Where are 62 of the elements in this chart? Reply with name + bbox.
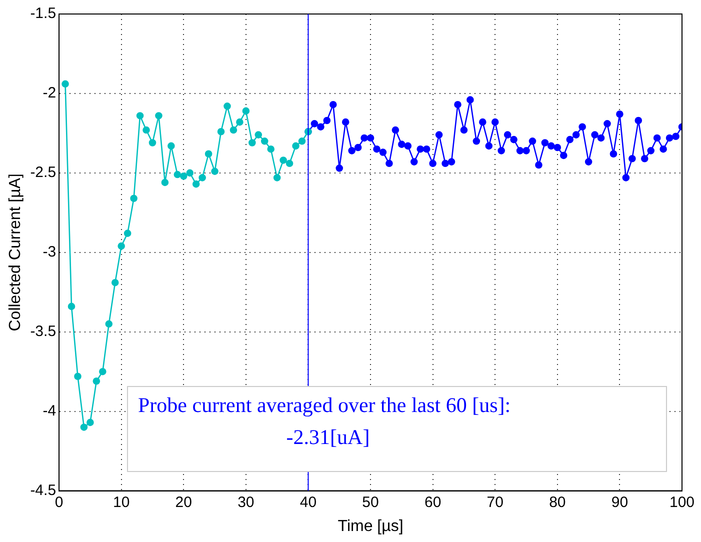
- x-tick-label: 30: [238, 494, 254, 511]
- point: [217, 128, 225, 136]
- x-tick-label: 70: [486, 494, 504, 511]
- x-tick-label: 100: [669, 494, 695, 511]
- x-tick-label: 50: [362, 494, 379, 511]
- y-tick-label: -4.5: [30, 482, 56, 499]
- point: [174, 170, 182, 178]
- x-tick-label: 40: [300, 494, 317, 511]
- point: [92, 377, 100, 385]
- point: [80, 424, 88, 431]
- point: [130, 194, 138, 202]
- point: [273, 174, 281, 182]
- x-axis-title: Time [µs]: [338, 518, 404, 535]
- point: [198, 174, 206, 182]
- y-tick-label: -2.5: [30, 164, 56, 182]
- y-tick-label: -3: [42, 244, 56, 261]
- point: [242, 107, 250, 115]
- text-box: Probe current averaged over the last 60 [us]: -2.31[uA]: [127, 386, 667, 472]
- point: [192, 180, 200, 188]
- point: [254, 131, 262, 138]
- x-tick-label: 90: [611, 494, 628, 511]
- point: [68, 302, 76, 310]
- y-tick-label: -3.5: [30, 323, 56, 340]
- point: [204, 150, 212, 158]
- point: [99, 368, 106, 376]
- point: [186, 169, 194, 177]
- point: [155, 112, 162, 120]
- point: [74, 372, 82, 380]
- point: [298, 137, 306, 145]
- point: [236, 118, 244, 126]
- x-tick-label: 60: [424, 494, 442, 511]
- point: [118, 242, 125, 250]
- point: [230, 126, 238, 134]
- point: [168, 142, 175, 150]
- point: [161, 178, 169, 186]
- point: [280, 156, 287, 164]
- y-tick-label: -1.5: [30, 5, 56, 22]
- point: [286, 160, 294, 168]
- point: [111, 278, 119, 286]
- point: [136, 112, 144, 120]
- y-tick-label: -4: [42, 402, 56, 420]
- point: [180, 172, 188, 180]
- y-tick-label: -2: [42, 84, 56, 102]
- x-tick-label: 80: [549, 494, 566, 511]
- point: [105, 320, 113, 328]
- point: [248, 139, 256, 146]
- point: [124, 230, 132, 237]
- annotation: Probe current averaged over the last 60 [us]:: [138, 393, 511, 418]
- point: [260, 137, 268, 145]
- point: [267, 145, 274, 153]
- point: [148, 139, 156, 146]
- point: [62, 80, 69, 88]
- point: [211, 168, 218, 175]
- point: [86, 418, 94, 426]
- x-tick-label: 20: [175, 494, 192, 511]
- point: [292, 142, 300, 150]
- x-tick-label: 10: [113, 494, 130, 511]
- point: [224, 102, 231, 110]
- y-axis-title: Collected Current [µA]: [7, 174, 24, 332]
- x-tick-label: 0: [54, 494, 64, 511]
- point: [142, 126, 150, 134]
- annotation: -2.31[uA]: [285, 425, 371, 450]
